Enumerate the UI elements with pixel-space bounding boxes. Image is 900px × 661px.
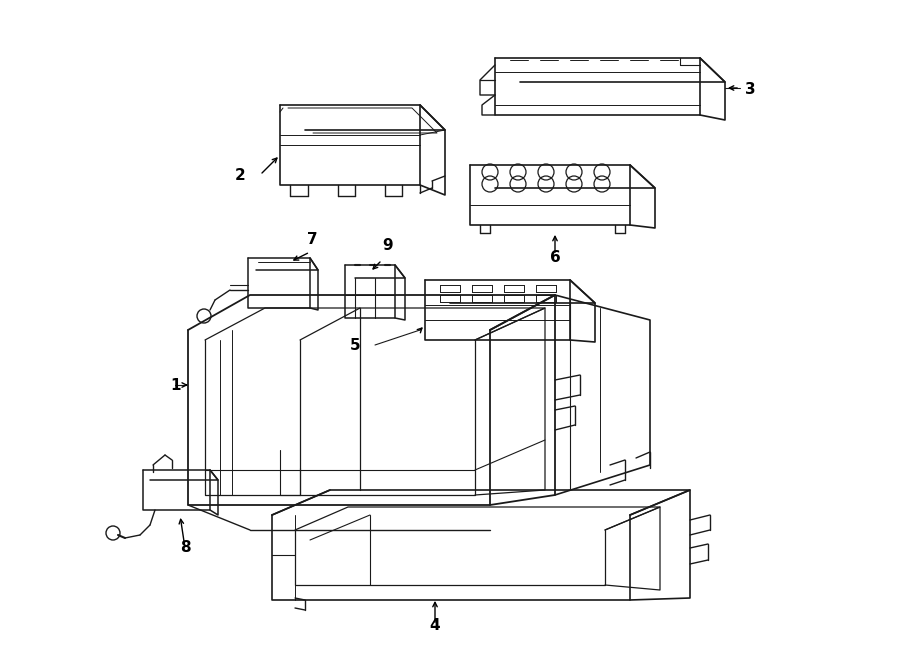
Text: 1: 1 [171, 377, 181, 393]
Text: 2: 2 [235, 167, 246, 182]
Text: 7: 7 [307, 233, 318, 247]
Text: 6: 6 [550, 251, 561, 266]
Text: 4: 4 [429, 617, 440, 633]
Text: 5: 5 [350, 338, 360, 352]
Text: 8: 8 [180, 541, 190, 555]
Text: 3: 3 [744, 83, 755, 98]
Text: 9: 9 [382, 237, 393, 253]
